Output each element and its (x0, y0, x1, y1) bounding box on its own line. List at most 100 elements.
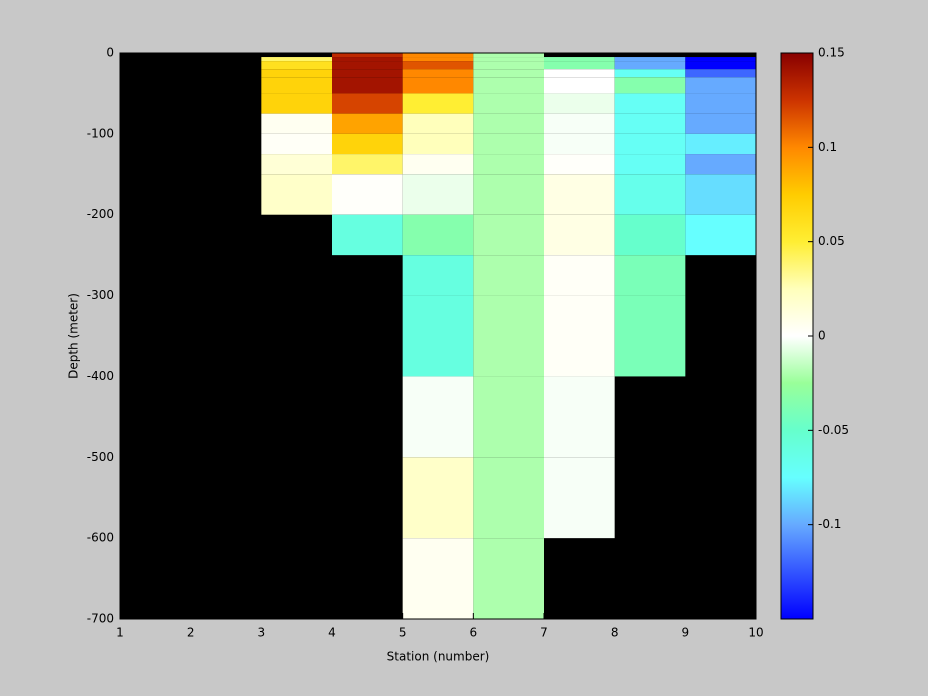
heat-cell (473, 174, 544, 215)
y-tick-label: -200 (87, 207, 114, 221)
x-axis-label: Station (number) (387, 650, 490, 664)
heat-cell (614, 93, 686, 114)
heat-cell (473, 113, 544, 134)
heat-cell (402, 61, 474, 70)
heat-cell (614, 133, 686, 155)
x-tick-label: 2 (187, 626, 195, 640)
heat-cell (261, 61, 332, 70)
y-tick-label: -600 (87, 531, 114, 545)
heat-cell (614, 154, 686, 175)
heat-cell (473, 57, 544, 62)
heat-cell (402, 93, 474, 114)
heat-cell (544, 255, 615, 296)
heat-cell (544, 174, 615, 215)
heat-cell (685, 57, 756, 62)
heat-cell (261, 174, 332, 215)
colorbar-tick-label: -0.05 (818, 423, 849, 437)
x-tick-label: 7 (540, 626, 548, 640)
y-tick-label: -400 (87, 369, 114, 383)
heat-cell (402, 538, 474, 619)
heat-cell (544, 61, 615, 70)
heat-cell (332, 69, 403, 78)
heat-cell (402, 255, 474, 296)
colorbar-tick-label: 0.05 (818, 234, 845, 248)
heat-cell (261, 69, 332, 78)
heat-cell (614, 77, 686, 94)
heat-cell (473, 295, 544, 377)
heat-cell (473, 457, 544, 539)
heat-cell (473, 376, 544, 458)
heat-cell (614, 255, 686, 296)
heat-cell (473, 77, 544, 94)
heat-cell (332, 93, 403, 114)
heat-cell (402, 53, 474, 58)
heat-cell (332, 61, 403, 70)
heat-cell (614, 174, 686, 215)
heat-cell (261, 113, 332, 134)
heat-cell (685, 77, 756, 94)
heat-cell (332, 154, 403, 175)
heat-cell (544, 77, 615, 94)
x-tick-label: 9 (682, 626, 690, 640)
heat-cell (685, 113, 756, 134)
heat-cell (402, 69, 474, 78)
heat-cell (473, 154, 544, 175)
heat-cell (544, 457, 615, 539)
heat-cell (402, 154, 474, 175)
y-tick-label: -300 (87, 288, 114, 302)
heat-cell (402, 174, 474, 215)
heat-cell (614, 61, 686, 70)
heat-cell (685, 154, 756, 175)
heat-cell (473, 133, 544, 155)
heat-cell (332, 113, 403, 134)
colorbar (780, 52, 814, 620)
y-tick-label: -500 (87, 450, 114, 464)
x-tick-label: 5 (399, 626, 407, 640)
x-tick-label: 6 (470, 626, 478, 640)
heat-cell (473, 255, 544, 296)
heat-cell (685, 61, 756, 70)
heat-cell (614, 57, 686, 62)
plot-frame (119, 52, 757, 620)
heat-cell (402, 376, 474, 458)
heat-cell (402, 57, 474, 62)
x-tick-label: 8 (611, 626, 619, 640)
heat-cell (261, 57, 332, 62)
heat-cell (473, 53, 544, 58)
heat-cell (614, 69, 686, 78)
colorbar-tick-label: 0 (818, 329, 826, 343)
heat-cell (332, 214, 403, 256)
heat-cell (332, 174, 403, 215)
heat-cell (544, 154, 615, 175)
colorbar-tick-label: 0.15 (818, 46, 845, 60)
heat-cell (685, 133, 756, 155)
heat-cell (473, 93, 544, 114)
heat-cell (332, 53, 403, 58)
heat-cell (402, 77, 474, 94)
x-tick-label: 4 (328, 626, 336, 640)
heat-cell (614, 214, 686, 256)
heat-cell (544, 376, 615, 458)
heat-cell (332, 133, 403, 155)
heat-cell (402, 133, 474, 155)
heat-cell (261, 133, 332, 155)
colorbar-tick-label: 0.1 (818, 140, 837, 154)
heat-cell (685, 69, 756, 78)
heat-cell (261, 93, 332, 114)
heat-cell (685, 174, 756, 215)
colorbar-tick-label: -0.1 (818, 517, 841, 531)
heat-cell (332, 57, 403, 62)
heat-cell (544, 133, 615, 155)
heat-cell (402, 457, 474, 539)
heat-cell (473, 61, 544, 70)
y-tick-label: -100 (87, 126, 114, 140)
y-axis-label: Depth (meter) (67, 293, 81, 379)
y-tick-label: -700 (87, 612, 114, 626)
heat-cell (614, 113, 686, 134)
heat-cell (614, 295, 686, 377)
heat-cell (402, 113, 474, 134)
x-tick-label: 1 (116, 626, 124, 640)
y-tick-label: 0 (106, 46, 114, 60)
heat-cell (332, 77, 403, 94)
